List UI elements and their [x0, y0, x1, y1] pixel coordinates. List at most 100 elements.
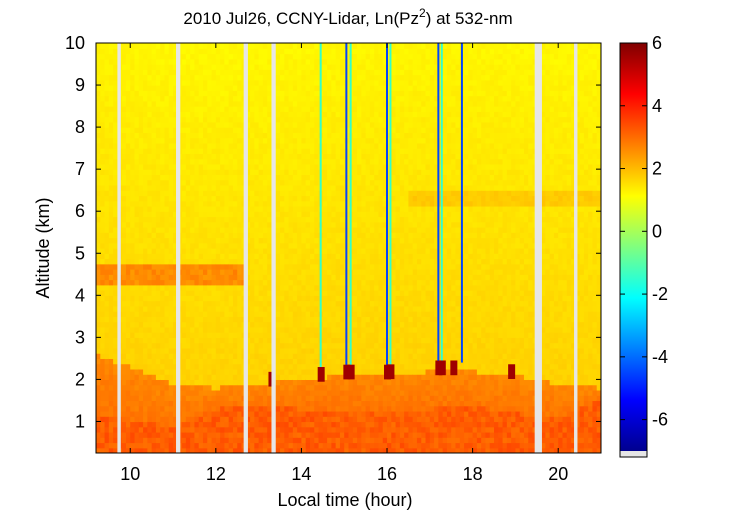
heatmap-cell — [202, 211, 208, 218]
heatmap-cell — [155, 132, 161, 139]
heatmap-cell — [130, 184, 136, 191]
heatmap-cell — [267, 58, 273, 65]
heatmap-cell — [134, 253, 140, 260]
heatmap-cell — [147, 395, 153, 402]
heatmap-cell — [130, 395, 136, 402]
heatmap-cell — [130, 79, 136, 86]
heatmap-cell — [361, 242, 367, 249]
heatmap-cell — [138, 248, 144, 254]
heatmap-cell — [288, 90, 294, 97]
heatmap-cell — [301, 69, 307, 76]
heatmap-cell — [198, 121, 204, 128]
heatmap-cell — [121, 395, 127, 402]
heatmap-cell — [292, 316, 298, 323]
heatmap-cell — [275, 279, 281, 286]
heatmap-cell — [108, 332, 114, 338]
heatmap-cell — [237, 379, 243, 386]
heatmap-cell — [168, 158, 174, 165]
heatmap-cell — [151, 106, 157, 112]
heatmap-cell — [322, 263, 328, 270]
heatmap-cell — [361, 69, 367, 76]
heatmap-cell — [104, 69, 110, 76]
heatmap-cell — [108, 142, 114, 149]
heatmap-cell — [275, 248, 281, 254]
heatmap-cell — [185, 368, 191, 375]
heatmap-cell — [228, 85, 234, 91]
heatmap-cell — [108, 426, 114, 433]
heatmap-cell — [258, 379, 264, 386]
heatmap-cell — [202, 405, 208, 412]
heatmap-cell — [280, 184, 285, 191]
heatmap-cell — [100, 205, 106, 212]
heatmap-cell — [327, 295, 332, 302]
heatmap-cell — [322, 142, 328, 149]
heatmap-cell — [125, 358, 131, 365]
heatmap-cell — [245, 179, 251, 186]
heatmap-cell — [250, 274, 255, 281]
heatmap-cell — [190, 426, 196, 433]
heatmap-cell — [125, 395, 131, 402]
heatmap-cell — [280, 232, 285, 239]
heatmap-cell — [125, 442, 131, 449]
heatmap-cell — [207, 179, 213, 186]
heatmap-cell — [211, 148, 217, 154]
heatmap-cell — [361, 316, 367, 323]
heatmap-cell — [224, 100, 230, 107]
heatmap-cell — [301, 384, 307, 391]
heatmap-cell — [322, 274, 328, 281]
heatmap-cell — [207, 132, 213, 139]
heatmap-cell — [309, 410, 315, 417]
heatmap-cell — [125, 53, 131, 60]
heatmap-cell — [108, 211, 114, 218]
heatmap-cell — [130, 410, 136, 417]
heatmap-cell — [160, 205, 166, 212]
heatmap-cell — [155, 137, 161, 144]
heatmap-cell — [250, 389, 255, 396]
heatmap-cell — [164, 305, 170, 312]
heatmap-cell — [301, 148, 307, 154]
heatmap-cell — [232, 326, 238, 333]
heatmap-cell — [160, 358, 166, 365]
heatmap-cell — [331, 48, 337, 55]
heatmap-cell — [237, 163, 243, 170]
heatmap-cell — [275, 64, 281, 70]
heatmap-cell — [245, 137, 251, 144]
heatmap-cell — [361, 263, 367, 270]
heatmap-cell — [309, 300, 315, 307]
heatmap-cell — [224, 363, 230, 370]
heatmap-cell — [357, 447, 362, 453]
heatmap-cell — [348, 426, 354, 433]
heatmap-cell — [331, 368, 337, 375]
heatmap-cell — [164, 43, 170, 49]
heatmap-cell — [280, 290, 285, 296]
heatmap-cell — [185, 347, 191, 354]
heatmap-cell — [211, 368, 217, 375]
heatmap-cell — [250, 305, 255, 312]
heatmap-cell — [331, 158, 337, 165]
heatmap-cell — [232, 148, 238, 154]
heatmap-cell — [138, 442, 144, 449]
heatmap-cell — [100, 295, 106, 302]
heatmap-cell — [297, 232, 303, 239]
heatmap-cell — [318, 442, 324, 449]
heatmap-cell — [322, 121, 328, 128]
heatmap-cell — [309, 311, 315, 317]
heatmap-cell — [134, 200, 140, 207]
heatmap-cell — [365, 95, 371, 102]
heatmap-cell — [220, 316, 225, 323]
heatmap-cell — [194, 190, 200, 197]
heatmap-cell — [228, 211, 234, 218]
heatmap-cell — [305, 132, 311, 139]
heatmap-cell — [108, 269, 114, 275]
heatmap-cell — [357, 121, 362, 128]
heatmap-cell — [155, 274, 161, 281]
heatmap-cell — [228, 416, 234, 423]
heatmap-cell — [262, 368, 268, 375]
heatmap-cell — [262, 195, 268, 202]
heatmap-cell — [108, 169, 114, 176]
heatmap-cell — [361, 416, 367, 423]
heatmap-cell — [194, 195, 200, 202]
heatmap-cell — [181, 279, 187, 286]
heatmap-cell — [164, 79, 170, 86]
heatmap-cell — [228, 347, 234, 354]
